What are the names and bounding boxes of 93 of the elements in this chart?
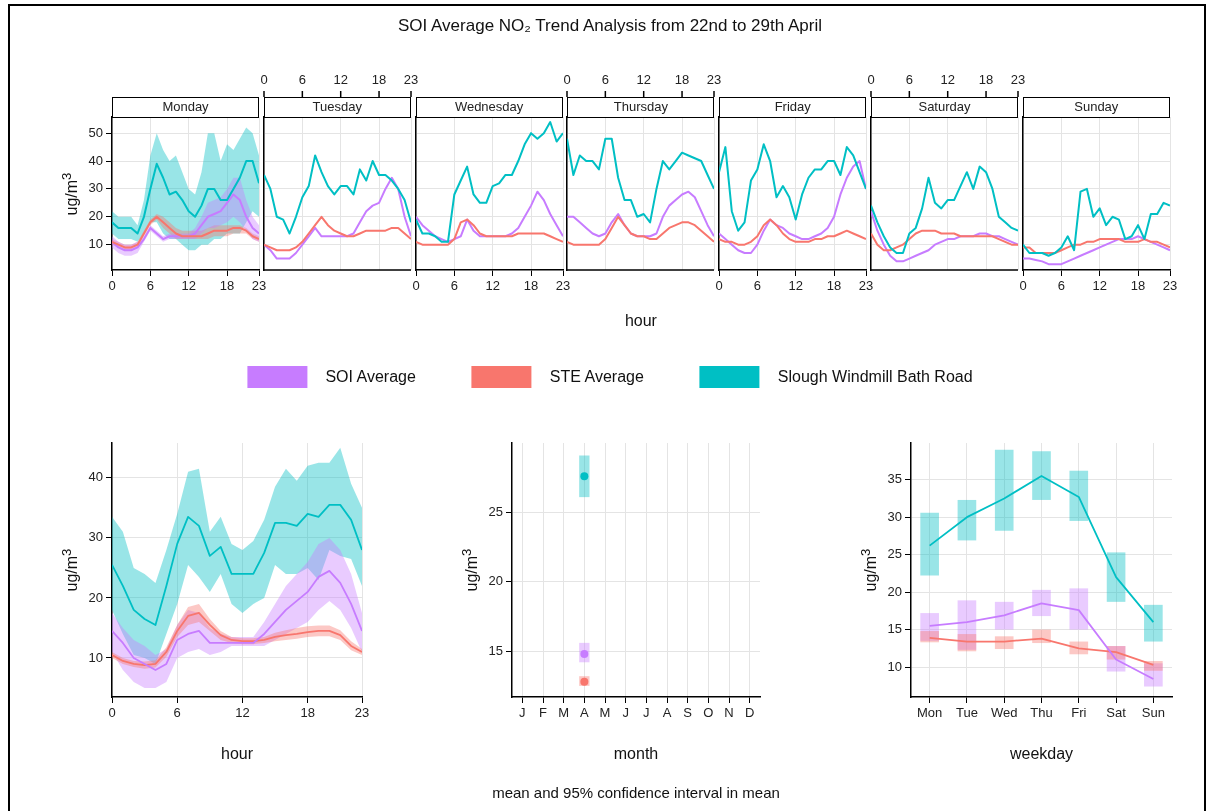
x-tick-label: 0 <box>108 705 116 721</box>
x-tick-label: 12 <box>181 278 196 294</box>
y-tick-label: 30 <box>88 529 103 545</box>
x-tick-label: 12 <box>235 705 250 721</box>
x-tick-label: 23 <box>251 278 267 294</box>
x-tick-label: 18 <box>1130 278 1146 294</box>
y-tick-label: 25 <box>488 503 503 519</box>
y-tick-label: 10 <box>887 658 902 674</box>
x-tick-label: A <box>580 705 589 721</box>
x-tick-label: 0 <box>411 278 420 294</box>
x-tick-label: Tue <box>955 705 978 721</box>
y-tick-label: 20 <box>88 589 103 605</box>
y-tick-label: 25 <box>887 546 902 562</box>
x-tick-label: 0 <box>563 71 572 87</box>
x-tick-label: 18 <box>675 71 690 87</box>
x-tick-label: 0 <box>1019 278 1027 294</box>
x-tick-label: 0 <box>108 278 116 294</box>
chart-subtitle: Monday <box>112 97 259 118</box>
x-axis-title: hour <box>220 745 254 763</box>
x-tick-label: 6 <box>450 278 458 294</box>
x-tick-label: 18 <box>300 705 315 721</box>
legend-label: SOI Average <box>325 368 416 386</box>
y-tick-label: 35 <box>887 471 902 487</box>
x-tick-label: 12 <box>333 71 348 87</box>
x-tick-label: Sun <box>1141 705 1165 721</box>
x-tick-label: 18 <box>827 278 842 294</box>
x-tick-label: 18 <box>523 278 538 294</box>
x-tick-label: 12 <box>940 71 955 87</box>
x-tick-label: 18 <box>371 71 387 87</box>
chart-subtitle: Tuesday <box>263 97 411 118</box>
chart-subtitle: Friday <box>719 97 867 118</box>
x-tick-label: Mon <box>916 705 943 721</box>
x-tick-label: 23 <box>858 278 874 294</box>
y-tick-label: 15 <box>488 642 503 658</box>
x-tick-label: J <box>519 705 526 721</box>
x-tick-label: 12 <box>788 278 804 294</box>
x-tick-label: O <box>703 705 714 721</box>
x-tick-label: 23 <box>354 705 370 721</box>
x-tick-label: 0 <box>715 278 723 294</box>
x-axis-title: hour <box>624 312 657 330</box>
y-tick-label: 50 <box>88 124 103 140</box>
x-tick-label: Wed <box>990 705 1018 721</box>
chart-subtitle: Wednesday <box>415 97 563 118</box>
chart-subtitle: Sunday <box>1022 97 1170 118</box>
x-tick-label: 6 <box>298 71 306 87</box>
x-tick-label: 6 <box>602 71 610 87</box>
x-tick-label: J <box>643 705 650 721</box>
x-tick-label: 23 <box>403 71 419 87</box>
x-tick-label: 0 <box>260 71 268 87</box>
x-tick-label: A <box>662 705 672 721</box>
legend-label: Slough Windmill Bath Road <box>777 368 973 386</box>
x-tick-label: Fri <box>1071 705 1087 721</box>
x-tick-label: M <box>599 705 611 721</box>
chart-subtitle: Thursday <box>567 97 715 118</box>
x-tick-label: N <box>724 705 734 721</box>
x-tick-label: 12 <box>485 278 500 294</box>
x-tick-label: M <box>558 705 570 721</box>
x-tick-label: 6 <box>753 278 762 294</box>
x-tick-label: 18 <box>978 71 994 87</box>
x-axis-title: month <box>613 745 659 763</box>
x-tick-label: S <box>683 705 693 721</box>
x-tick-label: 6 <box>1057 278 1065 294</box>
x-tick-label: 23 <box>555 278 570 294</box>
y-tick-label: 10 <box>88 649 103 665</box>
x-tick-label: 6 <box>173 705 181 721</box>
x-tick-label: D <box>744 705 755 721</box>
y-tick-label: 40 <box>88 469 103 485</box>
y-tick-label: 10 <box>88 236 103 252</box>
text: mean and 95% confidence interval in mean <box>492 784 780 801</box>
x-tick-label: 12 <box>636 71 652 87</box>
chart-title: SOI Average NO₂ Trend Analysis from 22nd to 29th April <box>398 16 822 36</box>
x-tick-label: 23 <box>707 71 722 87</box>
x-tick-label: F <box>539 705 548 721</box>
x-tick-label: 23 <box>1010 71 1026 87</box>
x-tick-label: 12 <box>1092 278 1107 294</box>
y-tick-label: 30 <box>88 180 103 196</box>
x-tick-label: J <box>622 705 629 721</box>
x-tick-label: 18 <box>219 278 235 294</box>
y-tick-label: 20 <box>887 583 902 599</box>
x-tick-label: 0 <box>867 71 875 87</box>
y-tick-label: 20 <box>488 573 503 589</box>
x-tick-label: Sat <box>1106 705 1127 721</box>
y-tick-label: 40 <box>88 152 103 168</box>
legend-label: STE Average <box>549 368 644 386</box>
x-tick-label: Thu <box>1030 705 1053 721</box>
x-axis-title: weekday <box>1009 745 1074 763</box>
x-tick-label: 23 <box>1162 278 1178 294</box>
y-tick-label: 15 <box>887 621 902 637</box>
x-tick-label: 6 <box>146 278 154 294</box>
y-tick-label: 30 <box>887 508 902 524</box>
chart-subtitle: Saturday <box>871 97 1018 118</box>
x-tick-label: 6 <box>905 71 913 87</box>
y-tick-label: 20 <box>88 208 103 224</box>
